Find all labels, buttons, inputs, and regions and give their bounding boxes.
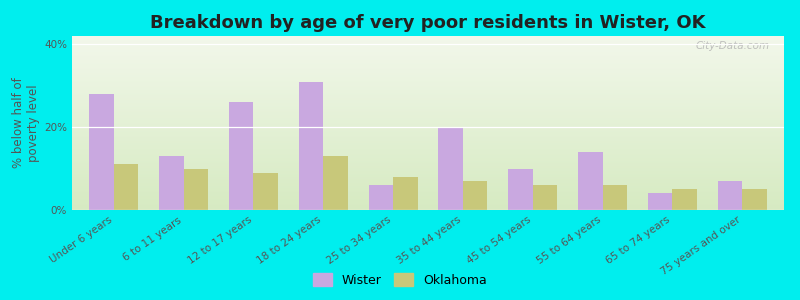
Bar [672,189,697,210]
Bar [742,189,766,210]
Bar [254,173,278,210]
Bar [184,169,208,210]
Bar [463,181,487,210]
Text: City-Data.com: City-Data.com [696,41,770,51]
Legend: Wister, Oklahoma: Wister, Oklahoma [310,270,490,291]
Bar [159,156,184,210]
Bar [533,185,557,210]
Bar [578,152,602,210]
Bar [438,127,463,210]
Bar [718,181,742,210]
Bar [114,164,138,210]
Bar [508,169,533,210]
Bar [602,185,627,210]
Bar [393,177,418,210]
Bar [229,102,254,210]
Y-axis label: % below half of
poverty level: % below half of poverty level [12,78,40,168]
Bar [323,156,348,210]
Bar [648,194,672,210]
Bar [90,94,114,210]
Title: Breakdown by age of very poor residents in Wister, OK: Breakdown by age of very poor residents … [150,14,706,32]
Bar [299,82,323,210]
Bar [369,185,393,210]
